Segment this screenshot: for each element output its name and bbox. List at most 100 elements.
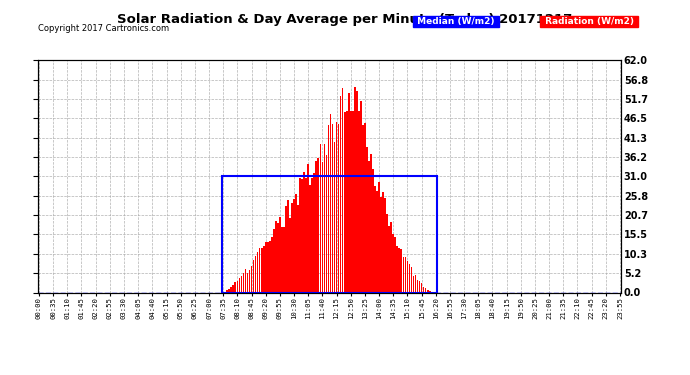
Bar xyxy=(311,177,313,292)
Bar xyxy=(411,267,413,292)
Text: Copyright 2017 Cartronics.com: Copyright 2017 Cartronics.com xyxy=(38,24,169,33)
Bar xyxy=(313,172,315,292)
Bar xyxy=(293,199,295,292)
Bar xyxy=(244,269,246,292)
Bar xyxy=(273,229,275,292)
Bar xyxy=(428,291,431,292)
Bar xyxy=(263,246,264,292)
Bar xyxy=(271,237,273,292)
Bar xyxy=(376,191,378,292)
Bar xyxy=(233,285,234,292)
Bar xyxy=(237,280,238,292)
Bar xyxy=(384,198,386,292)
Bar xyxy=(388,226,390,292)
Bar xyxy=(334,142,335,292)
Bar xyxy=(366,147,368,292)
Bar xyxy=(291,203,293,292)
Bar xyxy=(304,172,305,292)
Bar xyxy=(315,161,317,292)
Bar xyxy=(398,248,400,292)
Bar xyxy=(419,281,420,292)
Bar xyxy=(342,88,344,292)
Bar xyxy=(230,287,232,292)
Bar xyxy=(259,248,261,292)
Bar xyxy=(281,226,283,292)
Bar xyxy=(400,249,402,292)
Bar xyxy=(289,218,291,292)
Bar xyxy=(423,287,424,292)
Bar xyxy=(257,252,259,292)
Bar xyxy=(386,214,388,292)
Bar xyxy=(309,185,311,292)
Bar xyxy=(302,178,303,292)
Bar xyxy=(362,125,364,292)
Bar xyxy=(350,111,352,292)
Bar xyxy=(337,124,339,292)
Bar xyxy=(287,200,289,292)
Text: Radiation (W/m2): Radiation (W/m2) xyxy=(542,17,637,26)
Bar xyxy=(339,96,342,292)
Bar xyxy=(307,164,309,292)
Bar xyxy=(382,192,384,292)
Bar xyxy=(275,220,277,292)
Bar xyxy=(404,256,406,292)
Bar xyxy=(253,260,255,292)
Bar xyxy=(346,111,348,292)
Bar xyxy=(269,242,270,292)
Bar xyxy=(395,237,396,292)
Bar xyxy=(299,177,301,292)
Bar xyxy=(374,186,376,292)
Bar xyxy=(354,87,355,292)
Bar xyxy=(364,123,366,292)
Bar xyxy=(356,91,357,292)
Bar xyxy=(243,273,244,292)
Bar xyxy=(297,206,299,292)
Text: Median (W/m2): Median (W/m2) xyxy=(414,17,497,26)
Bar xyxy=(336,122,337,292)
Bar xyxy=(421,283,422,292)
Bar xyxy=(372,170,374,292)
Bar xyxy=(425,288,426,292)
Bar xyxy=(222,176,437,292)
Bar xyxy=(408,264,411,292)
Bar xyxy=(324,144,325,292)
Bar xyxy=(319,144,322,292)
Bar xyxy=(265,242,266,292)
Bar xyxy=(328,125,329,292)
Bar xyxy=(344,112,346,292)
Bar xyxy=(368,161,370,292)
Bar xyxy=(283,227,285,292)
Bar xyxy=(277,223,279,292)
Bar xyxy=(261,248,262,292)
Bar xyxy=(380,197,382,292)
Bar xyxy=(415,274,416,292)
Text: Solar Radiation & Day Average per Minute (Today) 20171217: Solar Radiation & Day Average per Minute… xyxy=(117,13,573,26)
Bar xyxy=(352,111,353,292)
Bar xyxy=(228,289,230,292)
Bar xyxy=(295,194,297,292)
Bar xyxy=(397,246,398,292)
Bar xyxy=(358,111,359,292)
Bar xyxy=(239,278,240,292)
Bar xyxy=(285,206,287,292)
Bar xyxy=(317,158,319,292)
Bar xyxy=(306,178,307,292)
Bar xyxy=(241,276,242,292)
Bar xyxy=(417,280,418,292)
Bar xyxy=(427,290,428,292)
Bar xyxy=(250,266,253,292)
Bar xyxy=(393,234,394,292)
Bar xyxy=(330,114,331,292)
Bar xyxy=(406,261,408,292)
Bar xyxy=(370,154,372,292)
Bar xyxy=(348,93,350,292)
Bar xyxy=(378,182,380,292)
Bar xyxy=(255,256,257,292)
Bar xyxy=(267,242,268,292)
Bar xyxy=(332,124,333,292)
Bar xyxy=(326,155,327,292)
Bar xyxy=(246,273,248,292)
Bar xyxy=(360,100,362,292)
Bar xyxy=(402,257,404,292)
Bar xyxy=(391,222,392,292)
